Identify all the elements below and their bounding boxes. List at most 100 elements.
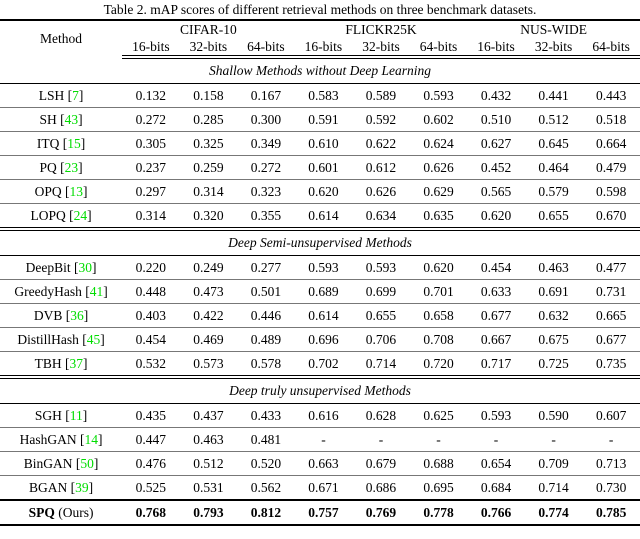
citation-link[interactable]: 50 bbox=[80, 455, 94, 471]
map-value-cell: 0.774 bbox=[524, 499, 583, 526]
map-value-cell: 0.689 bbox=[294, 279, 353, 304]
map-value-cell: 0.349 bbox=[237, 131, 295, 156]
table-row: ITQ [15] 0.305 0.325 0.349 0.610 0.622 0.624 0.… bbox=[0, 131, 640, 156]
map-value-cell: 0.769 bbox=[352, 499, 410, 526]
citation-link[interactable]: 11 bbox=[69, 407, 83, 423]
section-title-row: Deep Semi-unsupervised Methods bbox=[0, 229, 640, 256]
map-value-cell: 0.443 bbox=[582, 83, 640, 108]
map-value-cell: 0.670 bbox=[582, 203, 640, 231]
map-value-cell: 0.501 bbox=[237, 279, 295, 304]
method-name: GreedyHash bbox=[14, 283, 82, 299]
map-value-cell: 0.679 bbox=[352, 451, 410, 476]
method-suffix: (Ours) bbox=[54, 504, 94, 520]
map-value-cell: 0.132 bbox=[122, 83, 180, 108]
method-name: DeepBit bbox=[25, 259, 71, 275]
citation-link[interactable]: 24 bbox=[73, 207, 88, 223]
map-value-cell: 0.626 bbox=[352, 179, 410, 204]
citation-link[interactable]: 30 bbox=[78, 259, 92, 275]
method-cell: SPQ (Ours) bbox=[0, 499, 123, 526]
map-value-cell: 0.463 bbox=[179, 427, 238, 452]
map-value-cell: 0.323 bbox=[237, 179, 295, 204]
map-value-cell: 0.635 bbox=[409, 203, 468, 231]
method-cell: SH [43] bbox=[0, 107, 123, 132]
map-value-cell: 0.305 bbox=[122, 131, 180, 156]
map-value-cell: 0.297 bbox=[122, 179, 180, 204]
citation-link[interactable]: 43 bbox=[64, 111, 79, 127]
map-value-cell: 0.565 bbox=[467, 179, 525, 204]
map-value-cell: 0.699 bbox=[352, 279, 410, 304]
citation-link[interactable]: 14 bbox=[84, 431, 98, 447]
map-value-cell: 0.583 bbox=[294, 83, 353, 108]
citation-link[interactable]: 45 bbox=[86, 331, 101, 347]
group-header-cifar10: CIFAR-10 bbox=[179, 21, 237, 37]
map-value-cell: 0.625 bbox=[409, 403, 468, 428]
method-cell: SGH [11] bbox=[0, 403, 123, 428]
map-value-cell: 0.481 bbox=[237, 427, 295, 452]
map-value-cell: 0.578 bbox=[237, 351, 295, 379]
map-value-cell: 0.663 bbox=[294, 451, 353, 476]
method-name: LOPQ bbox=[30, 207, 66, 223]
table-row: BGAN [39] 0.525 0.531 0.562 0.671 0.686 0.695 0… bbox=[0, 475, 640, 501]
section-title: Shallow Methods without Deep Learning bbox=[0, 57, 640, 84]
citation-link[interactable]: 36 bbox=[70, 307, 84, 323]
method-cell: BGAN [39] bbox=[0, 475, 123, 501]
map-value-cell: 0.629 bbox=[409, 179, 468, 204]
bits-header: 32-bits bbox=[179, 38, 238, 59]
map-value-cell: 0.757 bbox=[294, 499, 353, 526]
map-value-cell: 0.593 bbox=[294, 255, 353, 280]
method-name: SH bbox=[39, 111, 57, 127]
method-cell: DeepBit [30] bbox=[0, 255, 123, 280]
map-value-cell: 0.633 bbox=[467, 279, 525, 304]
map-value-cell: 0.476 bbox=[122, 451, 180, 476]
citation-link[interactable]: 23 bbox=[64, 159, 79, 175]
map-value-cell: 0.671 bbox=[294, 475, 353, 501]
map-value-cell: 0.510 bbox=[467, 107, 525, 132]
map-value-cell: 0.714 bbox=[352, 351, 410, 379]
map-value-cell: 0.320 bbox=[179, 203, 238, 231]
citation-link[interactable]: 15 bbox=[67, 135, 81, 151]
map-value-cell: 0.601 bbox=[294, 155, 353, 180]
map-value-cell: 0.614 bbox=[294, 203, 353, 231]
map-value-cell: 0.277 bbox=[237, 255, 295, 280]
map-value-cell: 0.768 bbox=[122, 499, 180, 526]
bits-header: 32-bits bbox=[524, 38, 583, 59]
citation-link[interactable]: 37 bbox=[69, 355, 83, 371]
map-value-cell: 0.489 bbox=[237, 327, 295, 352]
map-value-cell: 0.717 bbox=[467, 351, 525, 379]
map-value-cell: 0.593 bbox=[409, 83, 468, 108]
map-value-cell: 0.447 bbox=[122, 427, 180, 452]
method-name: BGAN bbox=[28, 479, 68, 495]
map-value-cell: 0.714 bbox=[524, 475, 583, 501]
map-value-cell: - bbox=[352, 427, 410, 452]
map-value-cell: 0.167 bbox=[237, 83, 295, 108]
citation-link[interactable]: 7 bbox=[72, 87, 79, 103]
citation-link[interactable]: 13 bbox=[69, 183, 83, 199]
table-caption: Table 2. mAP scores of different retriev… bbox=[103, 2, 537, 17]
map-value-cell: 0.432 bbox=[467, 83, 525, 108]
map-value-cell: 0.607 bbox=[582, 403, 640, 428]
table-row: LSH [7] 0.132 0.158 0.167 0.583 0.589 0.593 0.4… bbox=[0, 83, 640, 108]
citation-link[interactable]: 41 bbox=[89, 283, 104, 299]
map-value-cell: 0.667 bbox=[467, 327, 525, 352]
map-value-cell: 0.626 bbox=[409, 155, 468, 180]
map-value-cell: 0.634 bbox=[352, 203, 410, 231]
map-value-cell: 0.403 bbox=[122, 303, 180, 328]
table-row: DVB [36] 0.403 0.422 0.446 0.614 0.655 0.658 0.… bbox=[0, 303, 640, 328]
method-cell: GreedyHash [41] bbox=[0, 279, 123, 304]
method-name: HashGAN bbox=[19, 431, 77, 447]
map-value-cell: 0.735 bbox=[582, 351, 640, 379]
map-value-cell: 0.562 bbox=[237, 475, 295, 501]
section-title: Deep Semi-unsupervised Methods bbox=[0, 229, 640, 256]
map-value-cell: 0.665 bbox=[582, 303, 640, 328]
table-row: SGH [11] 0.435 0.437 0.433 0.616 0.628 0.625 0.… bbox=[0, 403, 640, 428]
bits-header: 64-bits bbox=[237, 38, 295, 59]
map-value-cell: 0.622 bbox=[352, 131, 410, 156]
map-value-cell: 0.812 bbox=[237, 499, 295, 526]
table-header-bits-row: 16-bits 32-bits 64-bits 16-bits 32-bits … bbox=[0, 38, 640, 59]
map-value-cell: - bbox=[524, 427, 583, 452]
table-row: LOPQ [24] 0.314 0.320 0.355 0.614 0.634 0.635 0… bbox=[0, 203, 640, 231]
map-value-cell: 0.259 bbox=[179, 155, 238, 180]
bits-header: 16-bits bbox=[122, 38, 180, 59]
map-value-cell: 0.593 bbox=[352, 255, 410, 280]
citation-link[interactable]: 39 bbox=[75, 479, 89, 495]
